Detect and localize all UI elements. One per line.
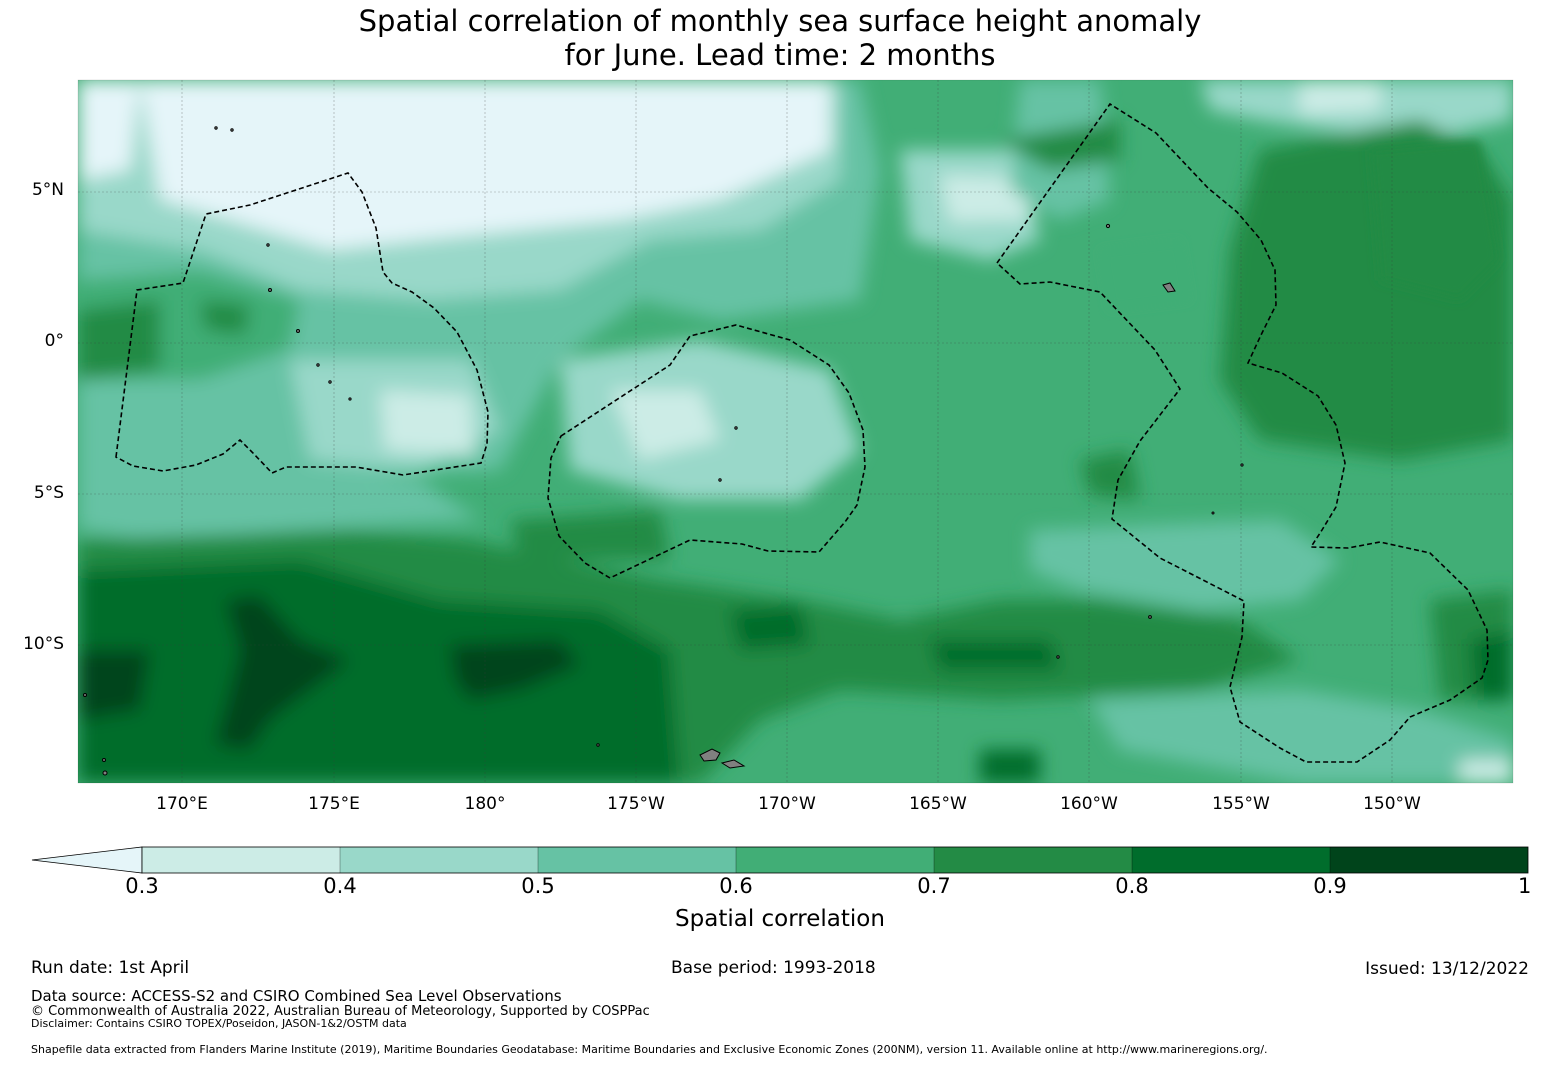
island: [328, 380, 332, 384]
colorbar-frame: [141, 846, 1529, 874]
eez-boundaries: [115, 102, 1489, 763]
lat-label-5s: 5°S: [33, 483, 64, 503]
island: [1240, 463, 1244, 467]
shapefile-credit: Shapefile data extracted from Flanders M…: [31, 1043, 1268, 1056]
map-frame: [77, 79, 1514, 784]
colorbar-tick-label: 1: [1518, 874, 1532, 898]
field-region: [1460, 760, 1513, 783]
island: [348, 397, 352, 401]
island: [1105, 223, 1111, 229]
field-region: [1100, 240, 1190, 310]
lon-label-165w: 165°W: [909, 794, 967, 814]
lon-label-150w: 150°W: [1363, 794, 1421, 814]
graticule: [78, 80, 1513, 783]
colorbar-segment: [142, 847, 340, 873]
run-date: Run date: 1st April: [31, 958, 190, 978]
colorbar-segment: [538, 847, 736, 873]
island: [102, 770, 108, 776]
colorbar-tick-label: 0.5: [521, 874, 555, 898]
colorbar-tick-label: 0.9: [1313, 874, 1347, 898]
field-region: [610, 390, 720, 460]
field-region: [1300, 80, 1380, 115]
lon-label-160w: 160°W: [1060, 794, 1118, 814]
land-features: [83, 126, 1244, 776]
colorbar-extend-triangle: [31, 846, 143, 874]
colorbar-tick-label: 0.8: [1115, 874, 1149, 898]
colorbar-segment: [1330, 847, 1528, 873]
island: [1162, 282, 1176, 293]
field-region: [980, 750, 1040, 783]
field-region: [510, 510, 670, 560]
field-region: [200, 300, 250, 335]
chart-title-line-1: Spatial correlation of monthly sea surfa…: [358, 4, 1202, 38]
colorbar-tick-label: 0.7: [917, 874, 951, 898]
field-region: [930, 640, 1060, 670]
field-region: [78, 300, 160, 380]
field-region: [1370, 140, 1500, 300]
lon-label-180: 180°: [464, 794, 506, 814]
field-region: [1470, 630, 1513, 700]
island: [268, 288, 272, 292]
lat-label-equator: 0°: [44, 331, 64, 351]
island: [316, 363, 320, 367]
island-samoa: [699, 748, 721, 762]
island: [266, 243, 270, 247]
island: [1211, 511, 1215, 515]
copyright: © Commonwealth of Australia 2022, Austra…: [31, 1004, 650, 1019]
field-region: [78, 650, 150, 720]
colorbar-segment: [736, 847, 934, 873]
island: [83, 693, 87, 697]
island: [214, 126, 218, 130]
island: [718, 478, 722, 482]
lon-label-170w: 170°W: [758, 794, 816, 814]
field-region: [450, 640, 580, 700]
field-region: [940, 175, 1030, 222]
field-region: [730, 605, 810, 650]
lon-label-175e: 175°E: [308, 794, 360, 814]
colorbar-tick-label: 0.4: [323, 874, 357, 898]
data-source: Data source: ACCESS-S2 and CSIRO Combine…: [31, 987, 562, 1005]
eez-boundary-kiribati-gilberts: [115, 172, 489, 476]
colorbar-title: Spatial correlation: [675, 906, 885, 932]
field-region: [140, 80, 830, 250]
lat-label-10s: 10°S: [23, 634, 64, 654]
island: [1148, 615, 1152, 619]
field-region: [1080, 450, 1140, 500]
colorbar-tick-label: 0.6: [719, 874, 753, 898]
field-region: [1030, 520, 1340, 610]
colorbar-segment: [340, 847, 538, 873]
correlation-field: [78, 80, 1513, 783]
issued-date: Issued: 13/12/2022: [1365, 959, 1529, 979]
lon-label-170e: 170°E: [156, 794, 208, 814]
chart-title-line-2: for June. Lead time: 2 months: [564, 38, 996, 72]
colorbar-tick-label: 0.3: [125, 874, 159, 898]
island: [102, 758, 106, 762]
field-region: [78, 450, 480, 540]
field-region: [380, 390, 475, 455]
colorbar-segment: [934, 847, 1132, 873]
island: [596, 743, 600, 747]
lon-label-175w: 175°W: [607, 794, 665, 814]
disclaimer: Disclaimer: Contains CSIRO TOPEX/Poseido…: [31, 1017, 407, 1030]
island: [1056, 655, 1060, 659]
colorbar: [31, 846, 1529, 874]
lon-label-155w: 155°W: [1212, 794, 1270, 814]
island: [230, 128, 234, 132]
island: [734, 426, 738, 430]
lat-label-5n: 5°N: [31, 180, 64, 200]
field-region: [215, 595, 350, 750]
island-samoa: [720, 759, 746, 769]
field-region: [1090, 690, 1513, 783]
field-region: [78, 80, 140, 180]
colorbar-segment: [1132, 847, 1330, 873]
base-period: Base period: 1993-2018: [671, 958, 876, 978]
island: [296, 329, 300, 333]
